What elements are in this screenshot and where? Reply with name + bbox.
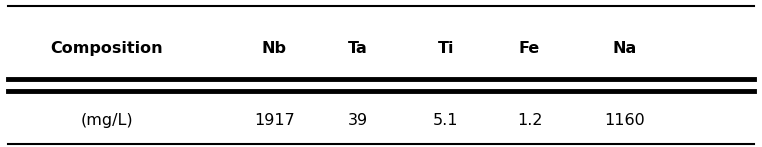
Text: 39: 39 [348, 113, 368, 128]
Text: 5.1: 5.1 [433, 113, 459, 128]
Text: 1917: 1917 [254, 113, 295, 128]
Text: Ti: Ti [437, 41, 454, 56]
Text: 1.2: 1.2 [517, 113, 543, 128]
Text: Na: Na [613, 41, 637, 56]
Text: Composition: Composition [50, 41, 163, 56]
Text: (mg/L): (mg/L) [80, 113, 133, 128]
Text: 1160: 1160 [604, 113, 645, 128]
Text: Ta: Ta [348, 41, 368, 56]
Text: Nb: Nb [262, 41, 287, 56]
Text: Fe: Fe [519, 41, 540, 56]
